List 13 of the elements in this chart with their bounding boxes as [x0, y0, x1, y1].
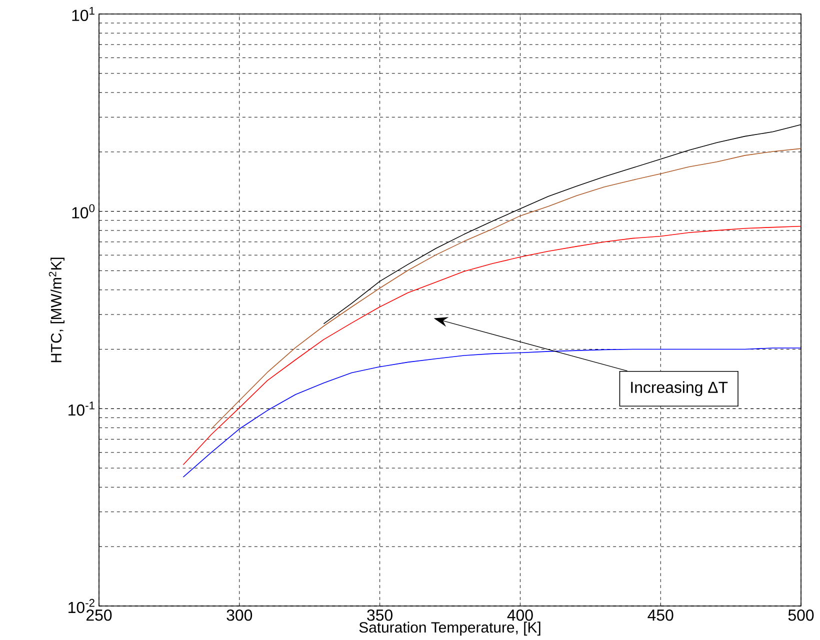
x-tick-label: 500	[788, 610, 814, 621]
x-axis-title: Saturation Temperature, [K]	[359, 622, 540, 636]
line-series	[210, 148, 802, 430]
x-tick-label: 400	[507, 610, 533, 621]
x-tick-label: 350	[367, 610, 392, 621]
y-tick-label: 10$^{0}$	[72, 204, 95, 218]
annotation: Increasing ΔT	[631, 381, 728, 396]
y-tick-label: 10$^{1}$	[72, 6, 94, 22]
x-tick-label: 300	[226, 610, 252, 621]
line-series	[182, 226, 802, 466]
y-tick-label: 10$^{-1}$	[68, 402, 94, 416]
x-tick-label: 450	[648, 610, 674, 621]
y-axis-title: HTC, [MW/m$^{2}$K]	[48, 258, 64, 362]
